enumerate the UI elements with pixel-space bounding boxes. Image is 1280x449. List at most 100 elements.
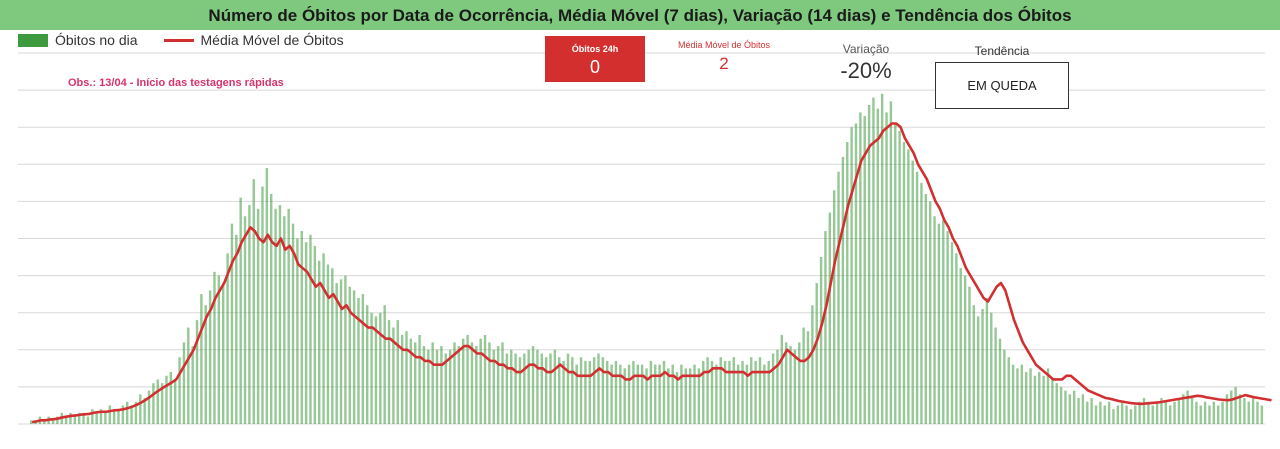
bar [1024,372,1028,424]
bar [1011,364,1015,424]
bar [815,283,818,424]
bar [309,234,312,424]
bar [1186,390,1189,424]
bar [990,312,993,424]
bar [1134,405,1137,424]
bar [160,383,164,424]
bar [1238,394,1242,424]
bar [479,338,482,424]
bar [195,320,199,424]
bar [715,364,718,424]
bar [392,327,395,424]
bar [1077,398,1080,424]
legend-line-swatch [163,38,194,42]
bar [1260,405,1264,424]
bar [1129,409,1133,424]
bar [470,342,474,424]
bar [933,216,936,424]
legend-bars-label: Óbitos no dia [55,32,138,48]
bar [462,338,465,424]
bar [86,416,90,424]
bar [1086,401,1089,424]
bar [1195,401,1198,424]
bar [741,360,744,424]
bar [549,353,552,424]
bar [998,338,1002,424]
bar [558,357,561,424]
bar [645,368,648,424]
bar [924,193,928,424]
bar [780,334,783,424]
bar [614,360,618,424]
bar [846,142,849,425]
bar [1142,398,1146,424]
bar [78,412,81,424]
bar [688,368,692,424]
bar [126,401,129,424]
bar [667,368,670,424]
bar [448,349,452,424]
bar [313,245,317,424]
moving-average-line [31,122,1272,424]
bar [344,275,347,424]
bar [968,286,971,424]
bar [1160,398,1163,424]
bar [1029,368,1032,424]
bar [750,357,753,424]
bar [274,208,277,424]
kpi-obitos-24h-label: Óbitos 24h [571,44,619,54]
bar [802,327,805,424]
bar [1138,401,1141,424]
kpi-tendencia-label: Tendência [974,44,1030,58]
bar [754,360,757,424]
bar [222,283,225,424]
bar [636,364,639,424]
bar [174,379,177,424]
bar [811,305,814,424]
bar [553,349,557,424]
bar [187,327,190,424]
bar [1072,390,1076,424]
bar [793,349,797,424]
bar [619,364,622,424]
bar [270,193,273,424]
bar [1173,401,1176,424]
bar [994,327,997,424]
bar [706,357,709,424]
bar [1055,383,1058,424]
kpi-variacao-label: Variação [842,42,890,56]
bar [680,364,683,424]
bar [453,342,456,424]
bar [837,171,840,424]
bar [536,349,539,424]
bar [767,360,770,424]
bar [928,201,932,424]
bar [736,364,740,424]
bar [1234,386,1237,424]
bar [304,242,308,424]
bar [850,127,853,424]
bar [505,353,509,424]
bar [907,149,910,424]
kpi-media-movel-value: 2 [719,54,729,73]
bar [265,168,269,424]
bar [466,334,469,424]
bar [117,409,120,424]
bar [880,93,884,424]
bar [540,353,543,424]
bar [30,420,33,424]
bar [370,312,373,424]
bar [1225,394,1229,424]
bar [366,305,369,424]
bar [684,368,687,424]
bar [431,342,434,424]
bar [91,409,94,424]
bar [300,231,303,424]
bar [789,346,792,424]
chart-title: Número de Óbitos por Data de Ocorrência,… [0,0,1280,30]
bar [1042,375,1045,424]
bar [405,331,408,424]
kpi-obitos-24h-value: 0 [589,57,600,77]
bar [1007,357,1010,424]
